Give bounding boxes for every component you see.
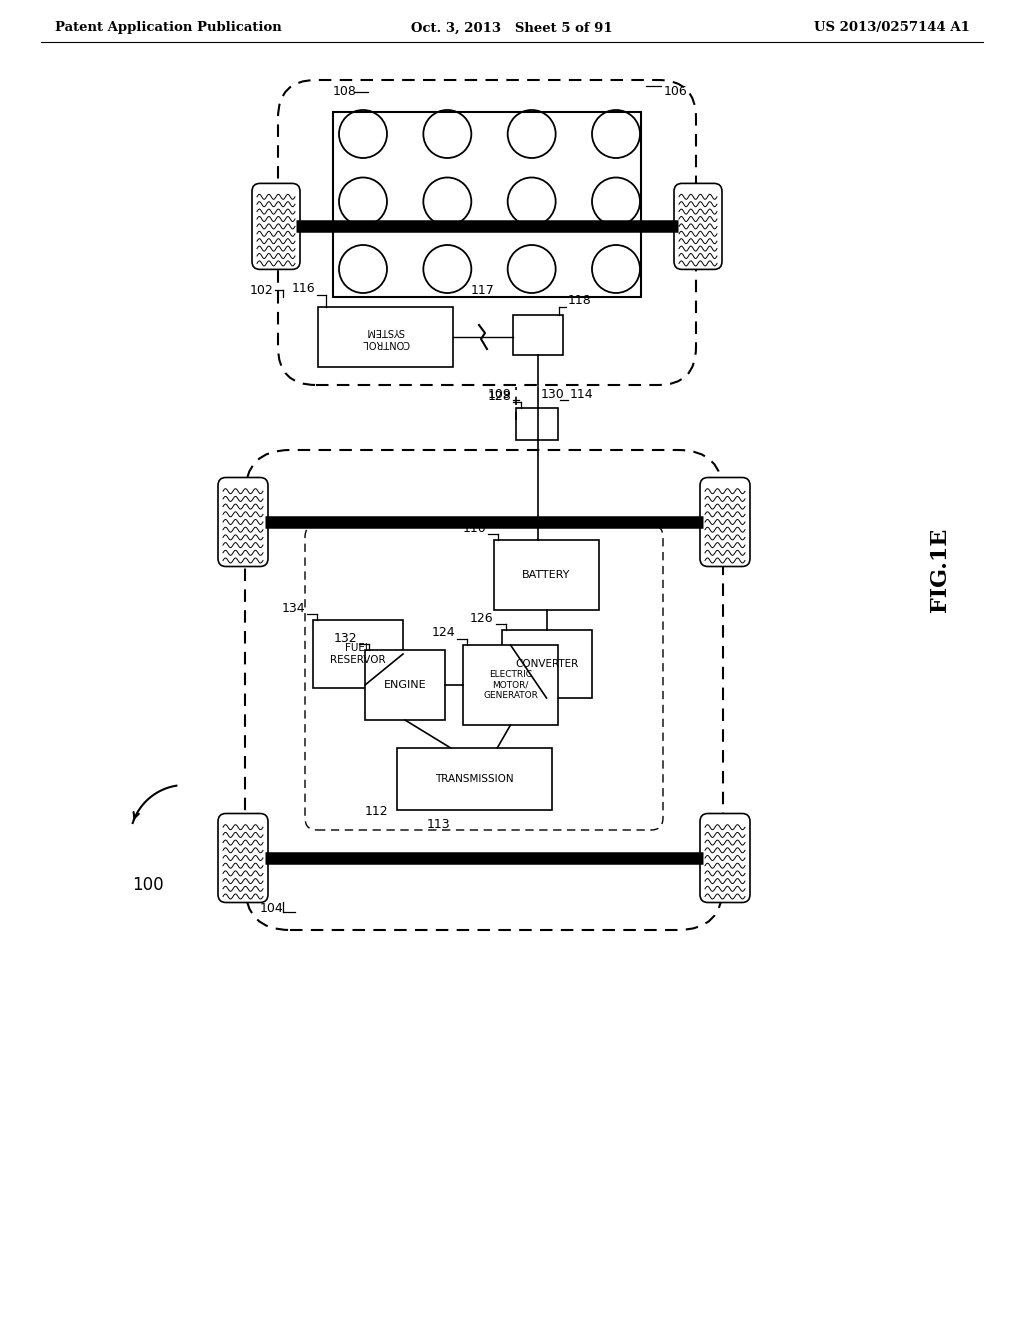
Bar <box>513 315 563 355</box>
Text: FIG.1E: FIG.1E <box>929 528 951 612</box>
Text: 106: 106 <box>664 84 688 98</box>
Text: Oct. 3, 2013   Sheet 5 of 91: Oct. 3, 2013 Sheet 5 of 91 <box>412 21 612 34</box>
FancyBboxPatch shape <box>700 813 750 903</box>
Bar <box>494 540 599 610</box>
Text: TRANSMISSION: TRANSMISSION <box>434 774 513 784</box>
Bar <box>318 308 453 367</box>
Text: CONVERTER: CONVERTER <box>515 659 579 669</box>
Text: US 2013/0257144 A1: US 2013/0257144 A1 <box>814 21 970 34</box>
Text: 126: 126 <box>470 611 494 624</box>
FancyBboxPatch shape <box>218 478 268 566</box>
Text: 102: 102 <box>249 284 273 297</box>
Text: 116: 116 <box>292 282 315 296</box>
Text: 113: 113 <box>427 818 451 832</box>
Text: 130: 130 <box>541 388 565 401</box>
Text: BATTERY: BATTERY <box>522 570 570 579</box>
Text: ELECTRIC
MOTOR/
GENERATOR: ELECTRIC MOTOR/ GENERATOR <box>483 671 538 700</box>
Text: CONTROL
SYSTEM: CONTROL SYSTEM <box>361 326 410 347</box>
Bar <box>333 112 641 297</box>
Text: 134: 134 <box>282 602 305 615</box>
FancyBboxPatch shape <box>218 813 268 903</box>
Text: Patent Application Publication: Patent Application Publication <box>55 21 282 34</box>
Text: FUEL
RESERVOR: FUEL RESERVOR <box>330 643 386 665</box>
Text: 108: 108 <box>333 84 357 98</box>
Text: 114: 114 <box>570 388 594 401</box>
Text: 132: 132 <box>334 631 357 644</box>
Text: 118: 118 <box>568 293 592 306</box>
Text: 110: 110 <box>462 521 486 535</box>
Bar <box>396 748 552 810</box>
Text: 100: 100 <box>132 876 164 894</box>
Text: 124: 124 <box>431 627 455 639</box>
Text: 104: 104 <box>260 902 284 915</box>
Text: 117: 117 <box>471 284 495 297</box>
Text: ENGINE: ENGINE <box>384 680 426 690</box>
FancyBboxPatch shape <box>252 183 300 269</box>
Bar <box>313 620 403 688</box>
Bar <box>463 645 558 725</box>
Bar <box>502 630 592 698</box>
Text: 128: 128 <box>487 389 511 403</box>
Text: 109: 109 <box>487 388 511 401</box>
FancyBboxPatch shape <box>700 478 750 566</box>
Bar <box>365 649 445 719</box>
FancyBboxPatch shape <box>674 183 722 269</box>
Text: 112: 112 <box>365 805 388 818</box>
Bar <box>516 408 558 440</box>
